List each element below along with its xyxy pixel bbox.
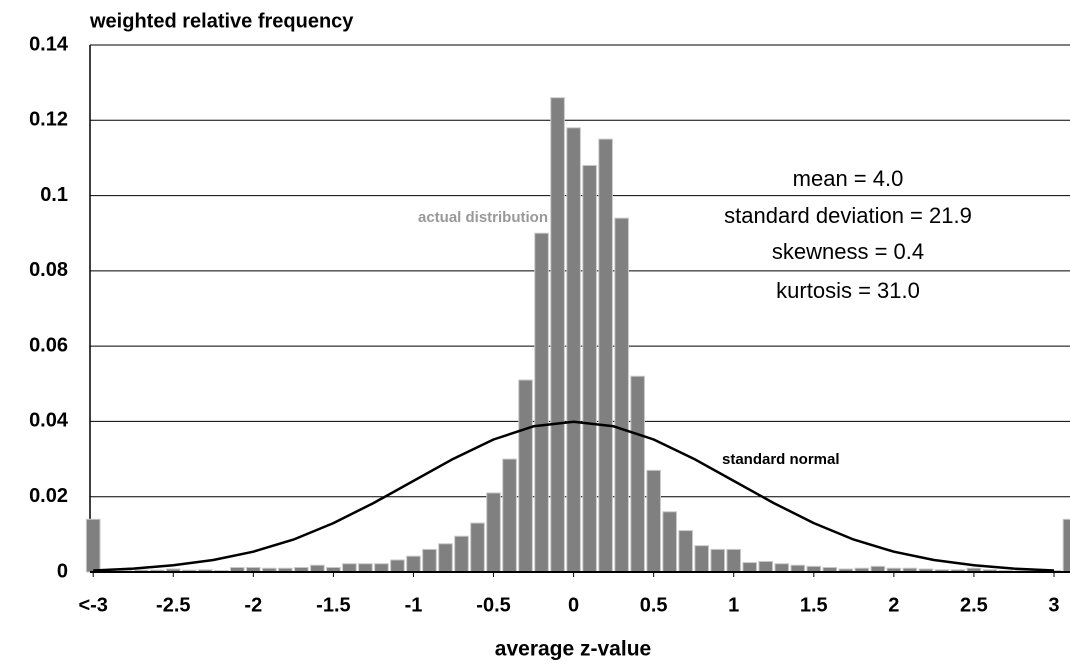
x-tick-label: 2.5 <box>960 594 988 616</box>
bar <box>598 138 613 573</box>
bar <box>726 548 742 573</box>
bar <box>774 563 790 573</box>
y-tick-label: 0 <box>57 560 68 582</box>
x-tick-label: -1 <box>405 594 423 616</box>
x-tick-label: <-3 <box>78 594 107 616</box>
bar <box>694 545 710 573</box>
bar <box>534 232 549 573</box>
bar <box>710 548 726 573</box>
x-tick-label: 2 <box>888 594 899 616</box>
series-label: actual distribution <box>418 209 548 226</box>
bar <box>550 97 565 573</box>
bar <box>742 562 758 573</box>
bar <box>790 564 806 573</box>
bar <box>518 379 533 573</box>
x-tick-label: 3 <box>1048 594 1059 616</box>
y-axis-title: weighted relative frequency <box>89 10 354 32</box>
bar <box>1062 518 1070 573</box>
bar <box>390 559 405 573</box>
x-tick-label: 1.5 <box>800 594 828 616</box>
curve <box>93 420 1055 572</box>
bar <box>486 492 501 573</box>
x-tick-label: 1 <box>728 594 739 616</box>
bar <box>582 164 597 573</box>
y-tick-label: 0.14 <box>29 33 69 55</box>
bar <box>342 563 357 573</box>
bar <box>678 530 693 573</box>
x-tick-label: 0.5 <box>640 594 668 616</box>
bar <box>358 563 373 573</box>
y-tick-label: 0.1 <box>40 184 68 206</box>
x-tick-label: -2 <box>244 594 262 616</box>
x-tick-label: -0.5 <box>476 594 510 616</box>
x-tick-label: 0 <box>568 594 579 616</box>
bar <box>470 522 485 573</box>
bar <box>662 511 677 573</box>
bar <box>614 217 629 573</box>
x-axis-title: average z-value <box>495 638 651 661</box>
bar <box>454 535 469 573</box>
bar <box>630 375 645 573</box>
bar <box>758 560 774 573</box>
stat-annotation: skewness = 0.4 <box>772 239 924 264</box>
stat-annotation: standard deviation = 21.9 <box>724 203 972 228</box>
bar <box>406 555 421 573</box>
x-tick-label: -2.5 <box>156 594 190 616</box>
bar <box>374 563 389 573</box>
bar <box>438 543 453 573</box>
stat-annotation: kurtosis = 31.0 <box>776 278 920 303</box>
y-tick-label: 0.02 <box>29 485 68 507</box>
y-tick-label: 0.04 <box>29 410 69 432</box>
y-tick-label: 0.08 <box>29 259 68 281</box>
y-tick-label: 0.06 <box>29 334 68 356</box>
bar <box>85 518 101 573</box>
y-tick-label: 0.12 <box>29 109 68 131</box>
stat-annotation: mean = 4.0 <box>793 166 904 191</box>
bar <box>422 548 437 573</box>
bar <box>502 458 517 573</box>
x-tick-label: -1.5 <box>316 594 350 616</box>
bar <box>646 469 661 573</box>
bar <box>310 564 325 573</box>
bar <box>566 127 581 573</box>
series-label: standard normal <box>722 451 840 468</box>
